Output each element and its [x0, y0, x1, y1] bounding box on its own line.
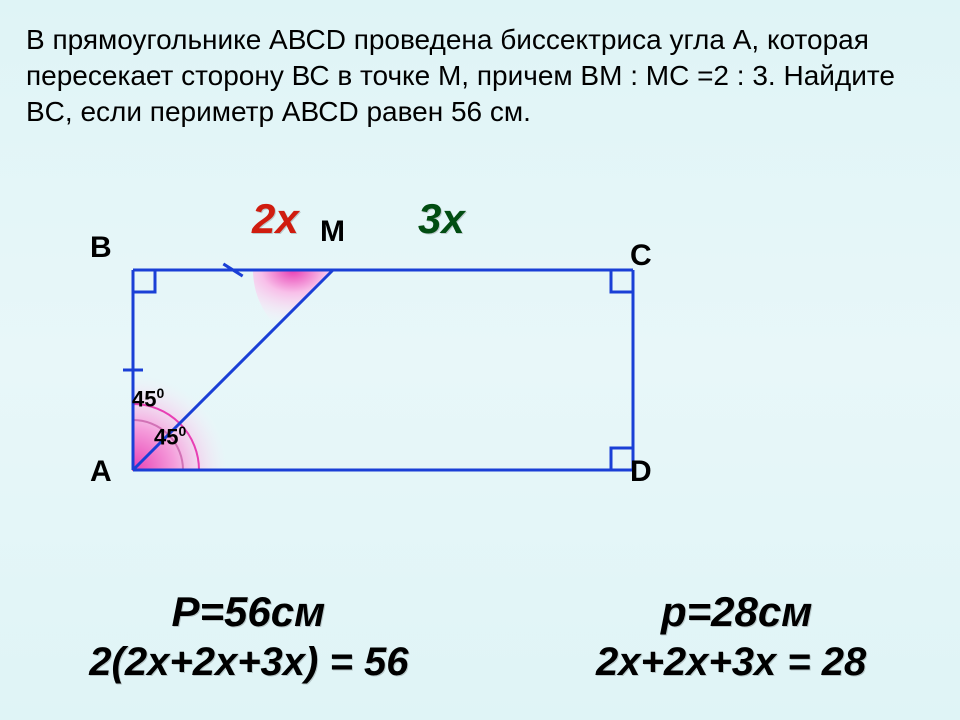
segment-label-mc: 3х	[418, 195, 465, 243]
problem-text: В прямоугольнике АВСD проведена биссектр…	[26, 22, 906, 129]
angle-label-45-lower: 450	[154, 423, 186, 450]
equation-row-1: Р=56см р=28см	[0, 588, 960, 636]
vertex-label-m: M	[320, 215, 345, 249]
vertex-label-b: В	[90, 231, 112, 265]
rectangle-diagram: В С А D M 450 450	[118, 255, 653, 485]
eq-p-large: Р=56см	[33, 588, 463, 636]
angle-label-45-upper: 450	[132, 385, 164, 412]
slide: В прямоугольнике АВСD проведена биссектр…	[0, 0, 960, 720]
equation-row-2: 2(2х+2х+3х) = 56 2х+2х+3х = 28	[0, 640, 960, 685]
vertex-label-c: С	[630, 239, 652, 273]
vertex-label-d: D	[630, 455, 652, 489]
eq-p-small: р=28см	[547, 588, 927, 636]
eq-expanded-left: 2(2х+2х+3х) = 56	[19, 640, 479, 685]
vertex-label-a: А	[90, 455, 112, 489]
eq-expanded-right: 2х+2х+3х = 28	[521, 640, 941, 685]
segment-label-bm: 2х	[252, 195, 299, 243]
